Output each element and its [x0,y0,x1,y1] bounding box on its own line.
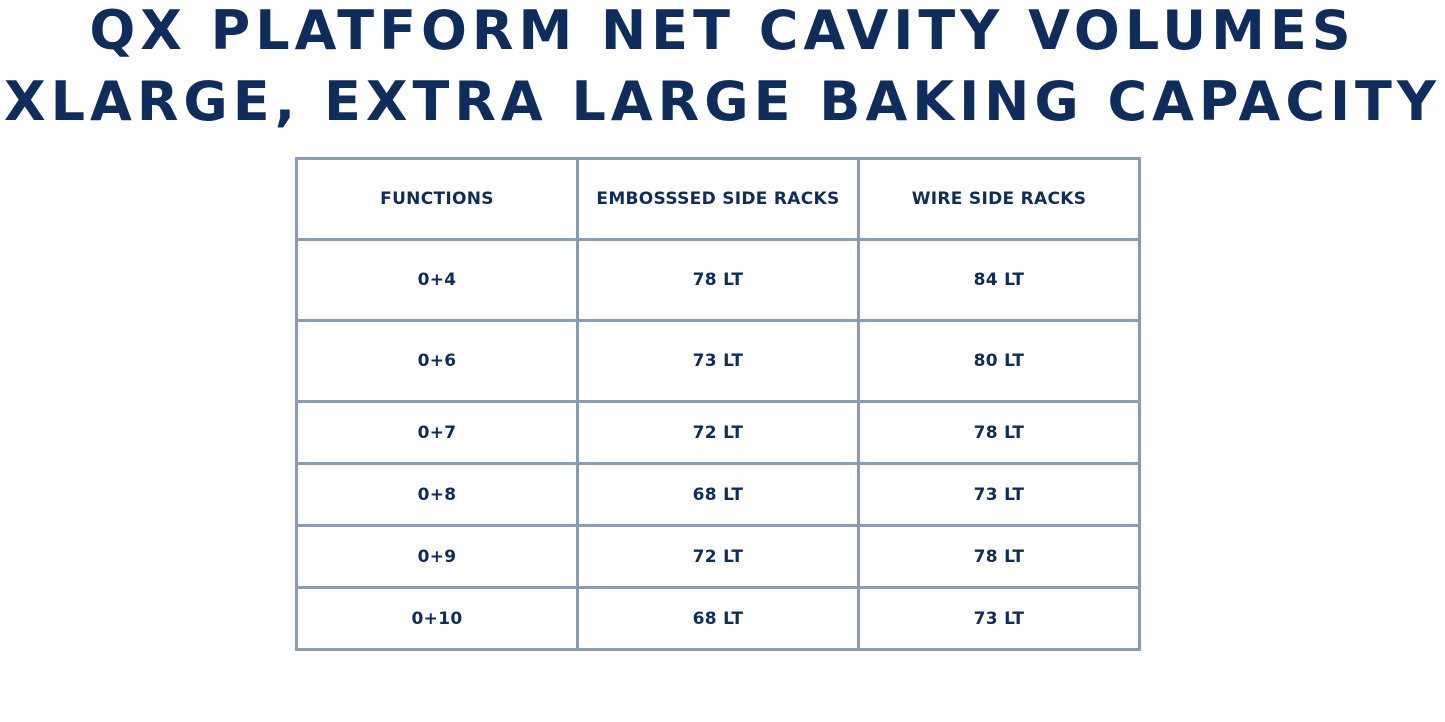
cell-wire-volume: 78 LT [857,524,1141,589]
table-row: 0+6 73 LT 80 LT [295,319,1141,403]
cell-embossed-volume: 78 LT [576,238,860,322]
table-row: 0+10 68 LT 73 LT [295,586,1141,651]
cell-function: 0+4 [295,238,579,322]
header-functions: FUNCTIONS [295,157,579,241]
header-embossed-side-racks: EMBOSSSED SIDE RACKS [576,157,860,241]
cavity-volume-table: FUNCTIONS EMBOSSSED SIDE RACKS WIRE SIDE… [295,157,1141,651]
cell-wire-volume: 78 LT [857,400,1141,465]
page-title-line-2: XLARGE, EXTRA LARGE BAKING CAPACITY [4,70,1441,133]
cell-function: 0+10 [295,586,579,651]
cell-function: 0+9 [295,524,579,589]
header-wire-side-racks: WIRE SIDE RACKS [857,157,1141,241]
cell-wire-volume: 80 LT [857,319,1141,403]
cell-wire-volume: 73 LT [857,462,1141,527]
cell-function: 0+7 [295,400,579,465]
page-title-line-1: QX PLATFORM NET CAVITY VOLUMES [89,0,1356,62]
table-row: 0+4 78 LT 84 LT [295,238,1141,322]
cavity-volume-table-container: FUNCTIONS EMBOSSSED SIDE RACKS WIRE SIDE… [295,157,1141,651]
cell-wire-volume: 84 LT [857,238,1141,322]
cell-embossed-volume: 68 LT [576,462,860,527]
cell-wire-volume: 73 LT [857,586,1141,651]
table-header-row: FUNCTIONS EMBOSSSED SIDE RACKS WIRE SIDE… [295,157,1141,241]
table-row: 0+9 72 LT 78 LT [295,524,1141,589]
cell-embossed-volume: 72 LT [576,524,860,589]
cell-function: 0+8 [295,462,579,527]
cell-embossed-volume: 68 LT [576,586,860,651]
cell-function: 0+6 [295,319,579,403]
cell-embossed-volume: 73 LT [576,319,860,403]
cell-embossed-volume: 72 LT [576,400,860,465]
table-row: 0+7 72 LT 78 LT [295,400,1141,465]
table-row: 0+8 68 LT 73 LT [295,462,1141,527]
